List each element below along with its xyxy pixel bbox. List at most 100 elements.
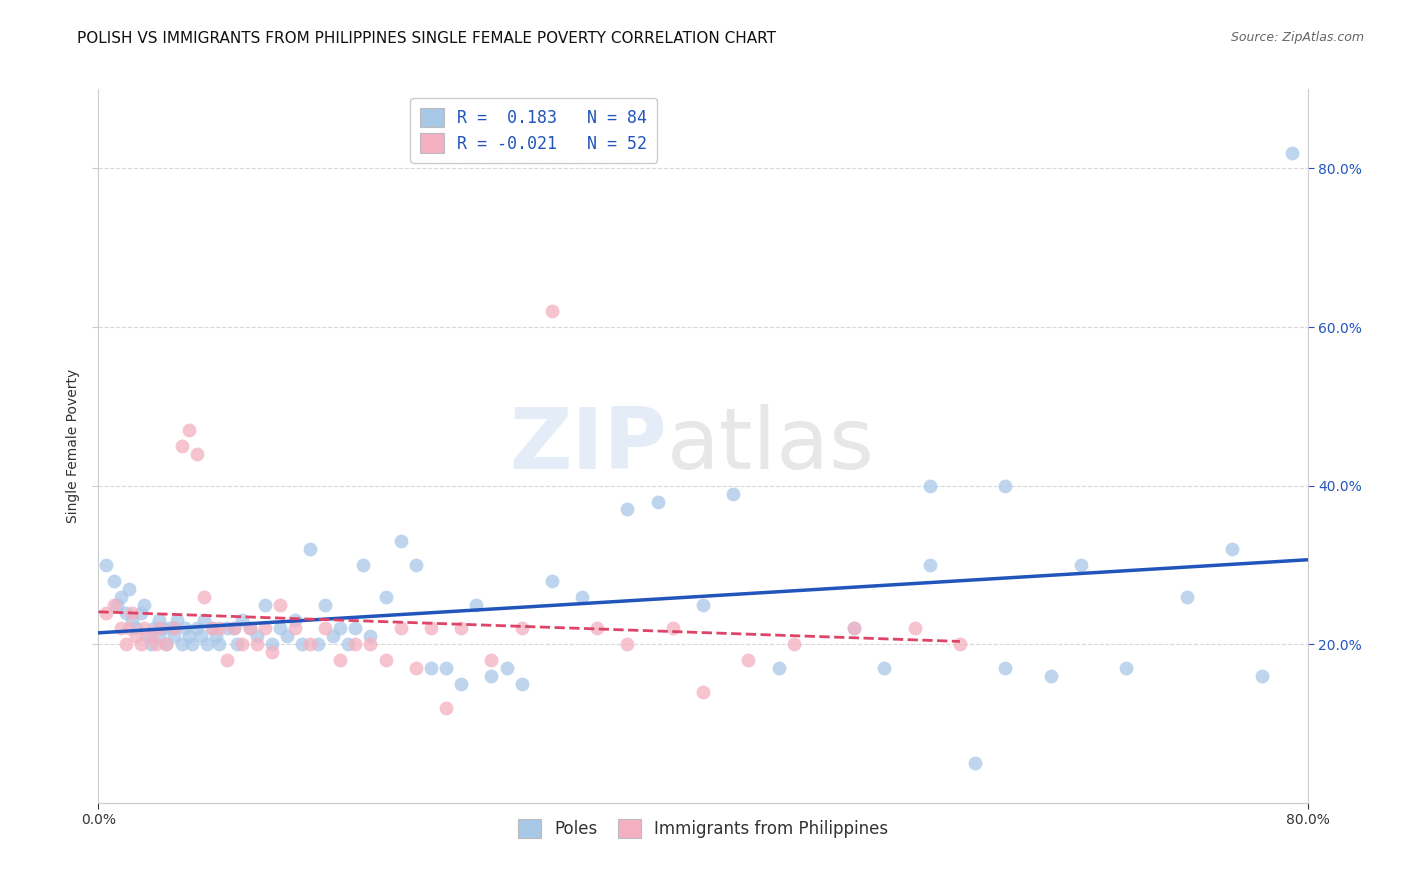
Point: [352, 558, 374, 572]
Point: [118, 621, 141, 635]
Point: [314, 621, 336, 635]
Point: [239, 621, 262, 635]
Point: [994, 661, 1017, 675]
Point: [145, 637, 167, 651]
Point: [215, 653, 238, 667]
Point: [344, 621, 367, 635]
Point: [495, 661, 517, 675]
Point: [329, 621, 352, 635]
Point: [132, 598, 155, 612]
Point: [450, 621, 472, 635]
Point: [141, 637, 163, 651]
Point: [965, 756, 987, 771]
Point: [1039, 669, 1062, 683]
Point: [166, 614, 188, 628]
Point: [616, 502, 638, 516]
Point: [190, 629, 212, 643]
Point: [374, 590, 396, 604]
Point: [405, 558, 427, 572]
Point: [586, 621, 609, 635]
Point: [129, 637, 152, 651]
Point: [374, 653, 396, 667]
Point: [336, 637, 359, 651]
Point: [170, 637, 193, 651]
Point: [94, 606, 117, 620]
Point: [1070, 558, 1092, 572]
Point: [768, 661, 790, 675]
Point: [360, 637, 382, 651]
Point: [481, 653, 503, 667]
Point: [135, 629, 157, 643]
Point: [170, 439, 193, 453]
Point: [114, 606, 136, 620]
Point: [246, 637, 269, 651]
Point: [322, 629, 344, 643]
Point: [215, 621, 238, 635]
Point: [224, 621, 246, 635]
Point: [737, 653, 759, 667]
Point: [540, 304, 562, 318]
Point: [307, 637, 329, 651]
Point: [205, 629, 228, 643]
Point: [389, 534, 412, 549]
Point: [181, 637, 204, 651]
Point: [844, 621, 866, 635]
Point: [1115, 661, 1137, 675]
Text: atlas: atlas: [666, 404, 875, 488]
Point: [193, 590, 215, 604]
Point: [201, 621, 224, 635]
Point: [121, 606, 143, 620]
Point: [269, 598, 291, 612]
Point: [179, 423, 201, 437]
Point: [239, 621, 262, 635]
Point: [186, 621, 208, 635]
Point: [284, 621, 307, 635]
Point: [103, 598, 125, 612]
Point: [434, 700, 457, 714]
Text: ZIP: ZIP: [509, 404, 666, 488]
Point: [148, 614, 170, 628]
Point: [262, 637, 284, 651]
Point: [208, 637, 231, 651]
Point: [291, 637, 314, 651]
Point: [389, 621, 412, 635]
Point: [262, 645, 284, 659]
Point: [94, 558, 117, 572]
Point: [195, 637, 218, 651]
Point: [141, 629, 163, 643]
Point: [1281, 145, 1303, 160]
Point: [208, 621, 231, 635]
Point: [1220, 542, 1243, 557]
Point: [125, 629, 148, 643]
Point: [253, 598, 276, 612]
Point: [246, 629, 269, 643]
Point: [163, 621, 186, 635]
Point: [1251, 669, 1274, 683]
Point: [481, 669, 503, 683]
Point: [510, 621, 533, 635]
Point: [226, 637, 249, 651]
Point: [155, 637, 177, 651]
Point: [253, 621, 276, 635]
Point: [616, 637, 638, 651]
Point: [783, 637, 806, 651]
Point: [132, 621, 155, 635]
Point: [150, 621, 173, 635]
Point: [360, 629, 382, 643]
Point: [723, 486, 745, 500]
Point: [434, 661, 457, 675]
Point: [155, 637, 177, 651]
Point: [201, 621, 224, 635]
Point: [118, 582, 141, 596]
Point: [420, 621, 443, 635]
Point: [103, 574, 125, 588]
Point: [949, 637, 972, 651]
Point: [329, 653, 352, 667]
Point: [299, 542, 322, 557]
Point: [159, 621, 181, 635]
Point: [904, 621, 927, 635]
Point: [540, 574, 562, 588]
Point: [105, 598, 128, 612]
Point: [284, 614, 307, 628]
Point: [873, 661, 896, 675]
